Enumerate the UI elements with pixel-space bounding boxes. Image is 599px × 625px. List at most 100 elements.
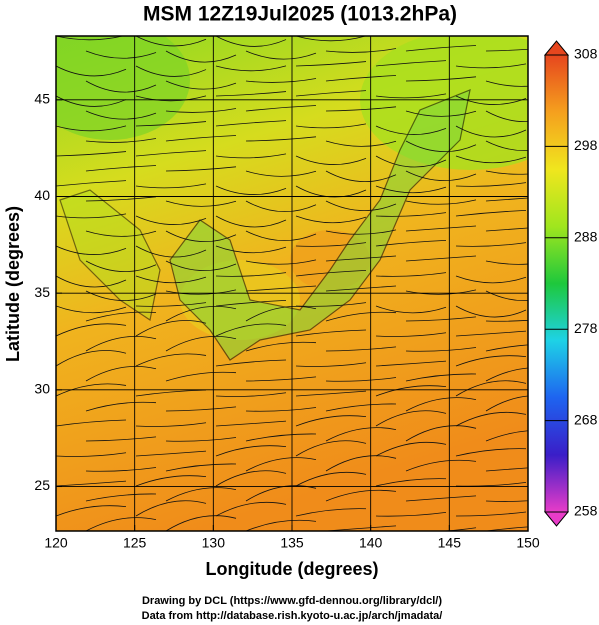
streamline xyxy=(485,260,528,265)
streamline xyxy=(325,285,397,292)
streamline xyxy=(245,376,317,382)
streamline xyxy=(455,511,527,517)
streamline xyxy=(405,140,477,153)
streamline xyxy=(485,48,528,52)
streamline xyxy=(455,155,527,164)
streamline xyxy=(215,470,287,487)
streamline xyxy=(485,467,528,472)
streamline xyxy=(245,259,317,265)
streamline xyxy=(405,199,477,205)
streamline xyxy=(245,78,317,83)
streamline xyxy=(375,212,447,217)
streamline xyxy=(165,80,237,90)
streamline xyxy=(405,255,477,262)
streamline xyxy=(375,305,447,314)
streamline xyxy=(405,76,477,82)
colorbar-tick-label: 288 xyxy=(574,229,598,245)
streamline xyxy=(456,36,461,37)
streamline xyxy=(135,121,207,127)
streamline xyxy=(295,61,367,67)
streamline xyxy=(375,93,447,99)
streamline xyxy=(215,153,287,159)
streamline xyxy=(245,306,317,322)
colorbar-tick-label: 268 xyxy=(574,411,598,427)
streamline xyxy=(325,170,397,183)
streamline xyxy=(295,302,367,307)
streamline xyxy=(325,255,397,262)
colorbar-tick-label: 298 xyxy=(574,137,598,153)
streamline xyxy=(245,230,317,242)
streamline xyxy=(455,305,527,318)
credit: Drawing by DCL (https://www.gfd-dennou.o… xyxy=(142,595,442,607)
streamline xyxy=(85,366,157,382)
x-tick-label: 120 xyxy=(44,535,68,551)
streamline xyxy=(85,80,157,93)
streamline xyxy=(135,422,207,427)
streamline xyxy=(245,200,317,213)
streamline xyxy=(295,508,367,517)
streamline xyxy=(245,50,317,60)
streamline xyxy=(135,36,207,47)
streamline xyxy=(325,140,397,147)
streamline xyxy=(455,63,527,69)
streamline xyxy=(455,380,527,397)
streamline xyxy=(215,91,287,97)
streamline xyxy=(455,411,527,427)
streamline xyxy=(135,150,207,157)
streamline xyxy=(455,95,527,105)
streamline xyxy=(485,227,528,232)
streamline xyxy=(295,362,367,367)
streamline xyxy=(405,225,477,232)
streamline xyxy=(56,245,127,255)
streamline xyxy=(215,36,287,47)
streamline xyxy=(325,48,397,53)
streamline xyxy=(295,329,367,337)
streamline xyxy=(485,170,528,175)
streamline xyxy=(165,463,237,472)
streamline xyxy=(455,210,527,217)
streamline xyxy=(325,455,397,472)
streamline xyxy=(245,519,317,531)
streamline xyxy=(85,110,157,120)
colorbar-extend xyxy=(543,511,570,527)
streamline xyxy=(165,260,237,272)
streamline xyxy=(85,50,157,59)
streamline xyxy=(165,371,237,382)
streamline xyxy=(215,501,287,517)
streamline xyxy=(375,155,447,168)
streamline xyxy=(455,275,527,284)
streamline xyxy=(405,316,477,322)
streamline xyxy=(56,323,127,337)
streamline xyxy=(485,500,528,502)
plot-frame xyxy=(55,35,529,532)
streamline xyxy=(85,138,157,143)
streamline xyxy=(245,136,317,142)
credit: Data from http://database.rish.kyoto-u.a… xyxy=(142,610,443,622)
streamline xyxy=(245,170,317,177)
x-tick-label: 125 xyxy=(123,535,147,551)
streamline xyxy=(215,245,287,254)
streamline xyxy=(245,407,317,412)
streamline xyxy=(215,272,287,277)
streamline xyxy=(485,140,528,152)
streamline xyxy=(56,180,127,187)
streamline xyxy=(56,350,127,367)
streamline xyxy=(375,360,447,367)
streamline xyxy=(455,355,527,367)
streamline xyxy=(56,305,127,314)
streamline xyxy=(325,200,397,212)
streamline xyxy=(485,319,528,322)
streamline xyxy=(295,36,367,42)
streamline xyxy=(165,336,237,352)
streamline xyxy=(215,445,287,457)
streamline xyxy=(485,110,528,123)
streamline xyxy=(165,135,237,142)
streamline xyxy=(85,517,157,531)
streamline xyxy=(85,230,157,237)
streamline xyxy=(135,275,207,284)
streamline xyxy=(295,270,367,277)
streamline xyxy=(165,108,237,113)
streamline xyxy=(375,511,447,517)
streamline xyxy=(375,441,447,457)
